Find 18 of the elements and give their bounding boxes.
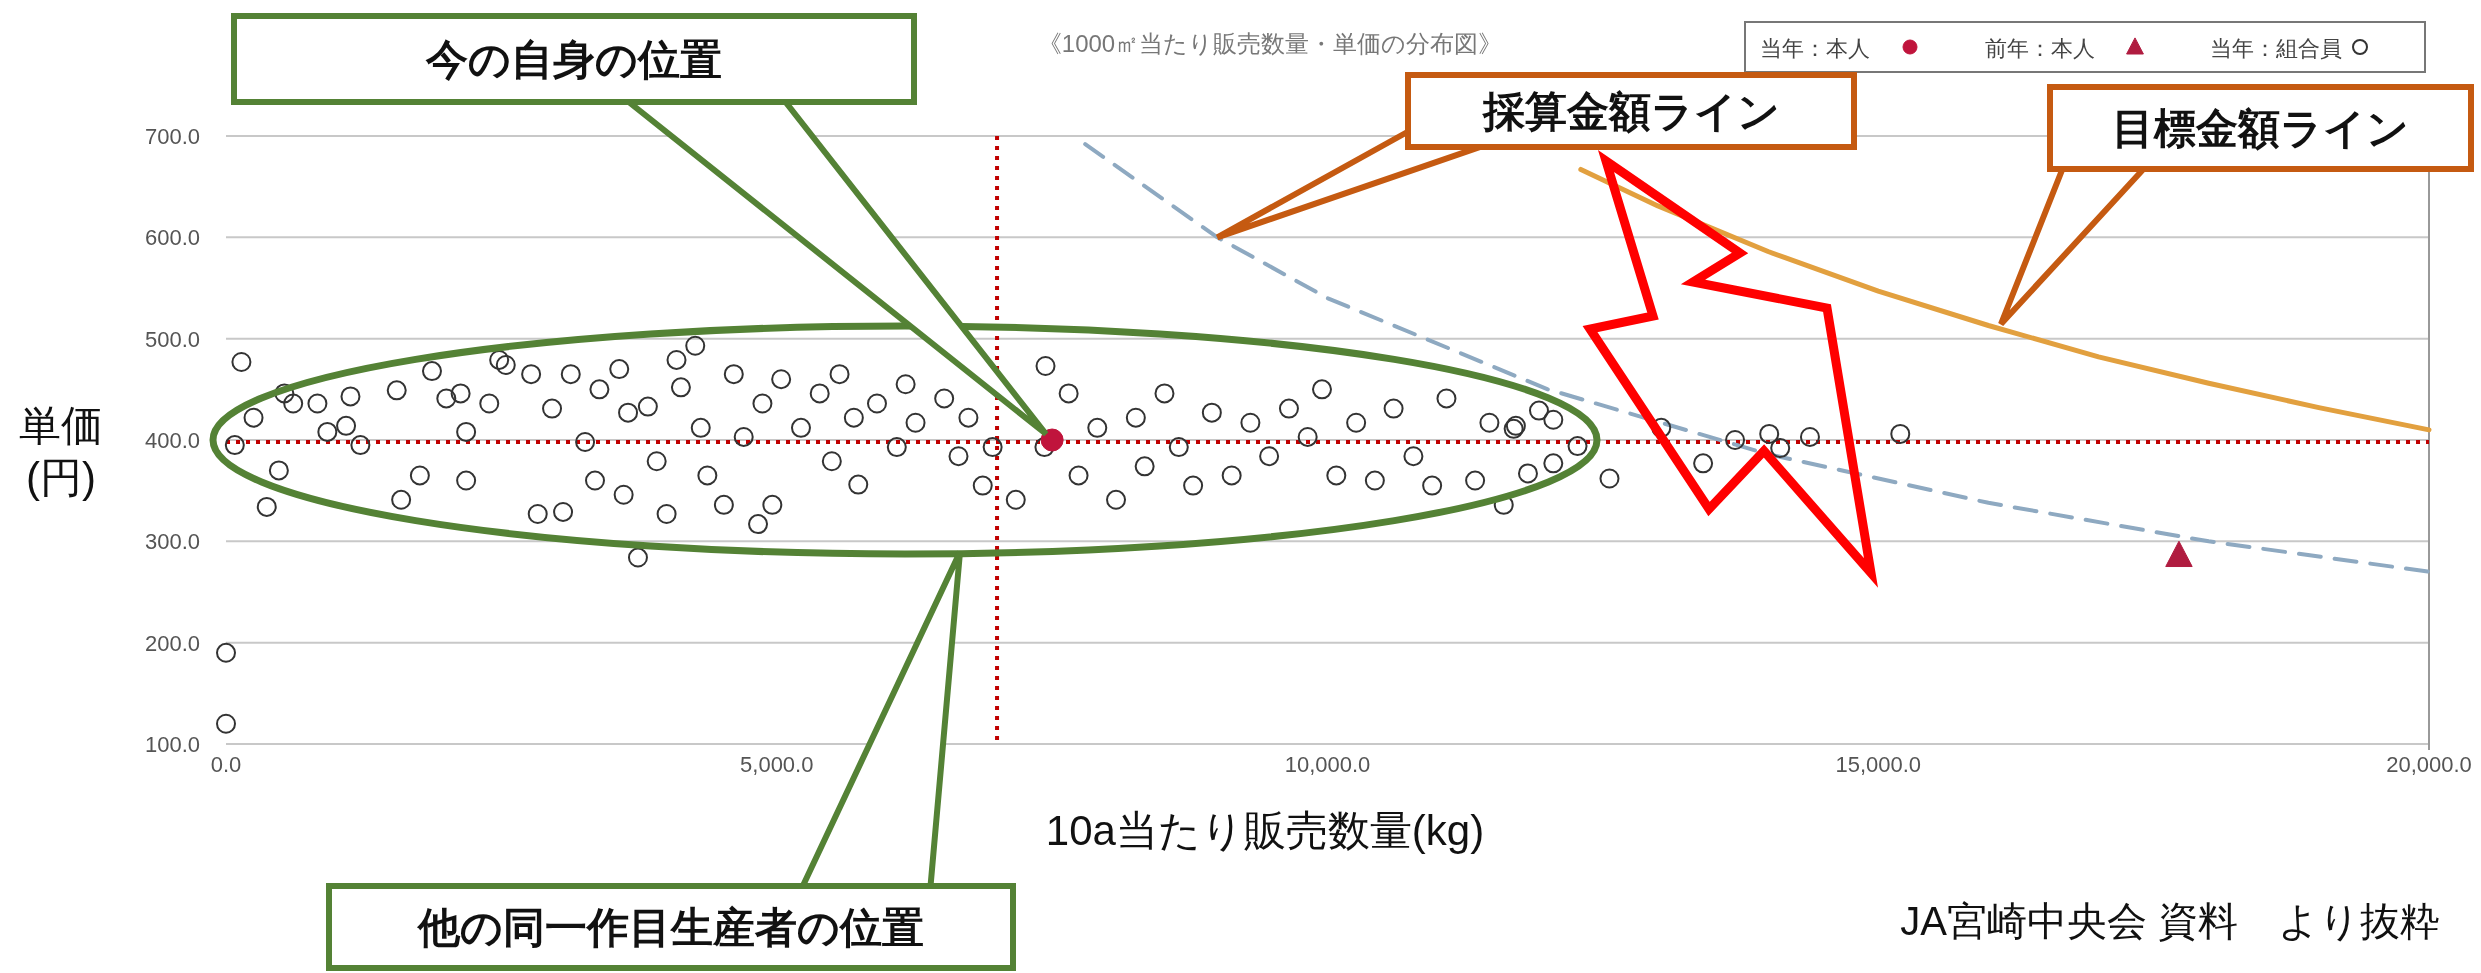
x-tick-label: 20,000.0 bbox=[2386, 752, 2472, 777]
legend-label: 当年：本人 bbox=[1760, 36, 1870, 61]
y-tick-label: 500.0 bbox=[144, 326, 200, 352]
y-tick-label: 600.0 bbox=[144, 225, 200, 251]
x-axis-title: 10a当たり販売数量(kg) bbox=[1045, 807, 1485, 854]
x-tick-label: 5,000.0 bbox=[740, 752, 814, 777]
annotation: JA宮崎中央会 資料 より抜粋 bbox=[1900, 899, 2440, 943]
y-tick-label: 100.0 bbox=[144, 732, 200, 757]
y-tick-label: 200.0 bbox=[144, 630, 200, 656]
y-tick-label: 300.0 bbox=[144, 529, 200, 555]
y-axis-title: 単価(円) bbox=[18, 401, 104, 503]
y-tick-label: 400.0 bbox=[144, 428, 200, 453]
x-tick-label: 15,000.0 bbox=[1835, 752, 1922, 777]
x-tick-label: 0.0 bbox=[210, 752, 242, 777]
x-tick-label: 10,000.0 bbox=[1284, 752, 1371, 777]
legend-label: 当年：組合員 bbox=[2210, 36, 2342, 61]
y-tick-label: 700.0 bbox=[144, 124, 200, 149]
legend-label: 前年：本人 bbox=[1985, 36, 2095, 61]
